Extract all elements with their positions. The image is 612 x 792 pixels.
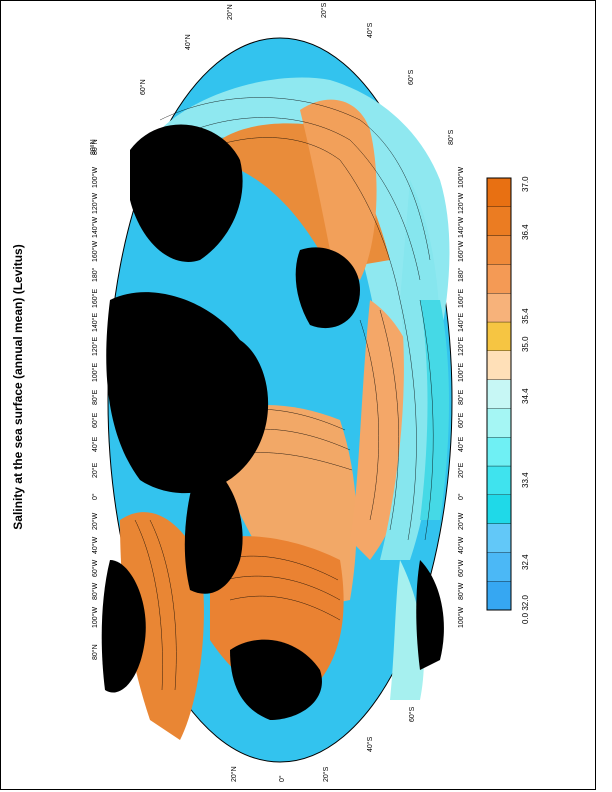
lat-label-40N-top: 40°N [184, 34, 192, 50]
lon-right-15: 160°W [457, 241, 465, 262]
lon-left-18: 100°W [91, 167, 99, 188]
contour-lines [134, 97, 434, 691]
lon-right-10: 100°E [457, 363, 465, 382]
lon-right-3: 40°W [457, 536, 465, 554]
lat-label-60S-bottom: 60°S [408, 706, 416, 722]
lat-label-60N-top: 60°N [139, 79, 147, 95]
lon-left-16: 140°W [91, 217, 99, 238]
lon-right-16: 140°W [457, 217, 465, 238]
lon-right-7: 40°E [457, 436, 465, 452]
lon-right-17: 120°W [457, 193, 465, 214]
land-masses [101, 124, 444, 720]
lon-right-14: 180° [457, 267, 465, 282]
right-latitude-labels: 20°S 40°S 60°S 80°S [320, 2, 455, 145]
lon-right-8: 60°E [457, 412, 465, 428]
lon-right-2: 60°W [457, 559, 465, 577]
lon-left-15: 160°W [91, 241, 99, 262]
lon-right-4: 20°W [457, 512, 465, 530]
lat-label-40S-bottom: 40°S [366, 736, 374, 752]
lon-left-14: 180° [91, 267, 99, 282]
lon-left-12: 140°E [91, 313, 99, 332]
lon-right-1: 80°W [457, 582, 465, 600]
lon-right-13: 160°E [457, 289, 465, 308]
lon-left-6: 20°E [91, 462, 99, 478]
lat-label-60S-top: 60°S [407, 69, 415, 85]
lon-left-0: 100°W [91, 607, 99, 628]
corner-label-80N-bottom: 80°N [91, 644, 99, 660]
lon-left-13: 160°E [91, 289, 99, 308]
lon-left-17: 120°W [91, 193, 99, 214]
bottom-latitude-labels: 20°N 0° 20°S 40°S 60°S [230, 706, 416, 782]
page-frame [0, 0, 596, 790]
lat-label-20N-bottom: 20°N [230, 766, 238, 782]
corner-label-80N-top: 80°N [91, 139, 99, 155]
lat-label-20S-bottom: 20°S [322, 766, 330, 782]
lon-left-5: 0° [91, 493, 99, 500]
lon-right-5: 0° [457, 493, 465, 500]
top-latitude-labels: 20°N 40°N 60°N 80°N [89, 4, 234, 155]
lon-right-18: 100°W [457, 167, 465, 188]
lat-label-40S-top: 40°S [366, 22, 374, 38]
lon-left-1: 80°W [91, 582, 99, 600]
lon-right-12: 140°E [457, 313, 465, 332]
lon-left-10: 100°E [91, 363, 99, 382]
lon-right-11: 120°E [457, 337, 465, 356]
right-longitude-labels: 100°W 80°W 60°W 40°W 20°W 0° 20°E 40°E 6… [457, 167, 465, 628]
lon-left-2: 60°W [91, 559, 99, 577]
lon-right-0: 100°W [457, 607, 465, 628]
lat-label-80N-top: 80°N [89, 139, 97, 155]
lon-left-4: 20°W [91, 512, 99, 530]
lon-left-3: 40°W [91, 536, 99, 554]
lat-label-20N-top: 20°N [226, 4, 234, 20]
lat-label-80S-top: 80°S [447, 129, 455, 145]
lat-label-20S-top: 20°S [320, 2, 328, 18]
lat-label-0-bottom: 0° [278, 775, 286, 782]
lon-right-9: 80°E [457, 389, 465, 405]
lon-left-9: 80°E [91, 389, 99, 405]
lon-left-8: 60°E [91, 412, 99, 428]
left-longitude-labels: 100°W 80°W 60°W 40°W 20°W 0° 20°E 40°E 6… [91, 167, 99, 628]
lon-left-7: 40°E [91, 436, 99, 452]
lon-left-11: 120°E [91, 337, 99, 356]
lon-right-6: 20°E [457, 462, 465, 478]
